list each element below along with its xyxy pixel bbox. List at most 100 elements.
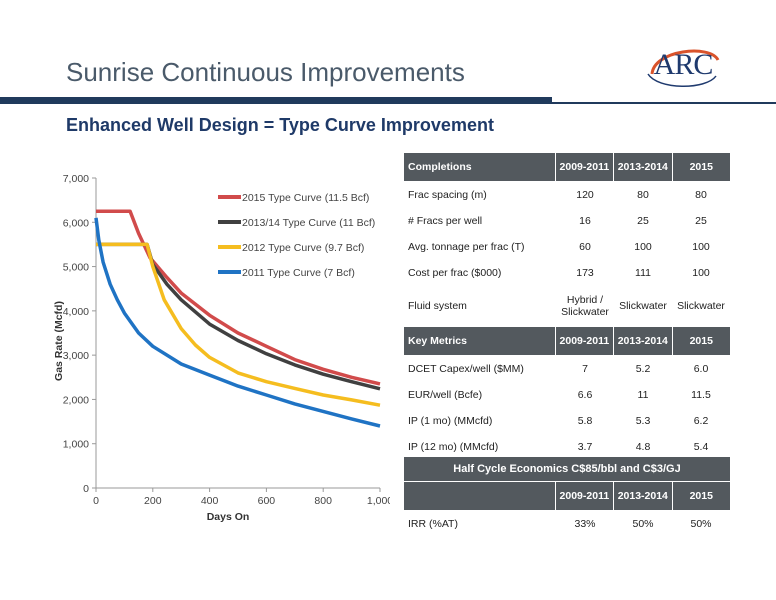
- y-tick-label: 0: [83, 483, 89, 495]
- row-label: Cost per frac ($000): [408, 267, 502, 279]
- table-cell: 6.2: [693, 415, 709, 427]
- table-cell: 33%: [574, 518, 596, 530]
- header-cell: 2009-2011: [554, 327, 613, 355]
- table-cell: 6.6: [577, 389, 593, 401]
- page-title: Sunrise Continuous Improvements: [66, 57, 465, 87]
- table-cell: 111: [635, 267, 651, 279]
- x-tick-label: 400: [201, 495, 219, 507]
- title-rule-thin: [552, 102, 776, 104]
- table-row: # Fracs per well 16 25 25: [404, 208, 730, 234]
- table-cell: 3.7: [577, 441, 593, 453]
- table-row: Cost per frac ($000) 173 111 100: [404, 260, 730, 286]
- y-tick-label: 7,000: [63, 173, 89, 185]
- x-axis-label: Days On: [207, 511, 250, 523]
- y-tick-label: 5,000: [63, 262, 89, 274]
- header-cell: [404, 482, 555, 510]
- table-cell: 120: [576, 189, 594, 201]
- table-cell: Slickwater: [619, 300, 667, 312]
- table-cell: 7: [582, 363, 588, 375]
- legend-label: 2015 Type Curve (11.5 Bcf): [242, 192, 369, 204]
- table-cell: 80: [695, 189, 707, 201]
- table-row: IP (1 mo) (MMcfd) 5.8 5.3 6.2: [404, 408, 730, 434]
- table-row: IRR (%AT) 33% 50% 50%: [404, 511, 730, 537]
- row-label: IRR (%AT): [408, 518, 458, 530]
- fluid-line-1: Hybrid /: [566, 294, 604, 306]
- header-cell: 2013-2014: [613, 482, 671, 510]
- y-tick-label: 6,000: [63, 217, 89, 229]
- y-tick-label: 1,000: [63, 439, 89, 451]
- row-label: Frac spacing (m): [408, 189, 487, 201]
- row-label: IP (12 mo) (MMcfd): [408, 441, 499, 453]
- table-cell: 11: [637, 389, 649, 401]
- x-tick-label: 800: [314, 495, 332, 507]
- table-cell: Slickwater: [677, 300, 725, 312]
- header-cell: 2013-2014: [613, 153, 671, 181]
- series-line-3: [94, 217, 381, 428]
- table-cell: 5.2: [635, 363, 651, 375]
- table-cell: 100: [634, 241, 652, 253]
- table-row: DCET Capex/well ($MM) 7 5.2 6.0: [404, 356, 730, 382]
- legend-label: 2013/14 Type Curve (11 Bcf): [242, 217, 375, 229]
- header-cell: 2015: [671, 153, 730, 181]
- fluid-line-2: Slickwater: [561, 306, 609, 318]
- header-cell: Completions: [408, 161, 472, 173]
- arc-logo: ARC: [644, 44, 722, 90]
- x-tick-label: 1,000: [367, 495, 390, 507]
- x-tick-label: 600: [258, 495, 276, 507]
- x-tick-label: 200: [144, 495, 162, 507]
- table-cell: 50%: [690, 518, 712, 530]
- y-tick-label: 2,000: [63, 394, 89, 406]
- row-label: IP (1 mo) (MMcfd): [408, 415, 493, 427]
- table-cell: 50%: [632, 518, 654, 530]
- table-row: Avg. tonnage per frac (T) 60 100 100: [404, 234, 730, 260]
- half-cycle-title: Half Cycle Economics C$85/bbl and C$3/GJ: [404, 457, 730, 482]
- table-cell: 16: [579, 215, 591, 227]
- row-label: Avg. tonnage per frac (T): [408, 241, 525, 253]
- y-tick-label: 4,000: [63, 306, 89, 318]
- half-cycle-header: 2009-2011 2013-2014 2015: [404, 482, 730, 511]
- header-cell: 2009-2011: [554, 482, 613, 510]
- table-row: EUR/well (Bcfe) 6.6 11 11.5: [404, 382, 730, 408]
- table-row: IP (12 mo) (MMcfd) 3.7 4.8 5.4: [404, 434, 730, 460]
- logo-text: ARC: [653, 48, 714, 81]
- y-tick-label: 3,000: [63, 350, 89, 362]
- table-cell: 100: [692, 241, 710, 253]
- table-cell: 25: [637, 215, 649, 227]
- table-cell: 5.3: [635, 415, 651, 427]
- header-cell: Key Metrics: [408, 335, 467, 347]
- table-cell: 25: [695, 215, 707, 227]
- title-rule: [0, 97, 552, 104]
- x-tick-label: 0: [93, 495, 99, 507]
- row-label: # Fracs per well: [408, 215, 483, 227]
- table-row: Fluid system Hybrid / Slickwater Slickwa…: [404, 286, 730, 326]
- type-curve-chart: 0 1,000 2,000 3,000 4,000 5,000 6,000 7,000 0 200…: [53, 173, 390, 523]
- table-cell: Hybrid / Slickwater: [556, 286, 614, 326]
- table-cell: 100: [692, 267, 710, 279]
- header-cell: 2013-2014: [613, 327, 671, 355]
- legend-label: 2012 Type Curve (9.7 Bcf): [242, 242, 364, 254]
- header-cell: 2009-2011: [554, 153, 613, 181]
- table-cell: 173: [576, 267, 594, 279]
- table-cell: 4.8: [635, 441, 651, 453]
- completions-header: Completions 2009-2011 2013-2014 2015: [404, 153, 730, 182]
- table-row: Frac spacing (m) 120 80 80: [404, 182, 730, 208]
- series-line-0: [96, 209, 381, 386]
- series-line-2: [96, 242, 381, 407]
- header-cell: 2015: [671, 327, 730, 355]
- table-cell: 11.5: [691, 389, 711, 401]
- table-cell: 6.0: [693, 363, 709, 375]
- completions-table: Completions 2009-2011 2013-2014 2015 Fra…: [404, 153, 730, 326]
- row-label: DCET Capex/well ($MM): [408, 363, 524, 375]
- row-label: Fluid system: [408, 300, 467, 312]
- half-cycle-table: Half Cycle Economics C$85/bbl and C$3/GJ…: [404, 457, 730, 537]
- key-metrics-table: Key Metrics 2009-2011 2013-2014 2015 DCE…: [404, 327, 730, 460]
- key-metrics-header: Key Metrics 2009-2011 2013-2014 2015: [404, 327, 730, 356]
- table-cell: 5.4: [693, 441, 709, 453]
- legend-label: 2011 Type Curve (7 Bcf): [242, 267, 355, 279]
- table-cell: 5.8: [577, 415, 593, 427]
- table-cell: 80: [637, 189, 649, 201]
- y-axis-label: Gas Rate (Mcfd): [53, 301, 65, 381]
- header-cell: 2015: [671, 482, 730, 510]
- row-label: EUR/well (Bcfe): [408, 389, 483, 401]
- table-cell: 60: [579, 241, 591, 253]
